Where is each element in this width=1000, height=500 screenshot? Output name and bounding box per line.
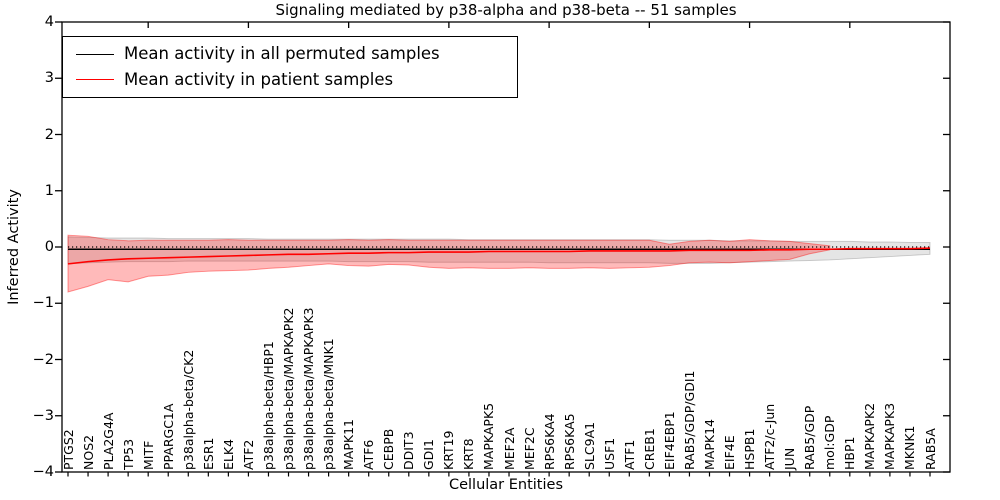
legend-line-sample-permuted — [76, 53, 114, 55]
x-tick-label: RAB5/GDP/GDI1 — [681, 370, 697, 470]
x-tick-label: ATF6 — [361, 439, 377, 470]
chart-title: Signaling mediated by p38-alpha and p38-… — [275, 1, 737, 19]
y-tick-label: −4 — [32, 464, 54, 480]
x-tick-label: KRT8 — [461, 438, 477, 470]
legend-item-patient: Mean activity in patient samples — [76, 69, 507, 90]
x-tick-label: TP53 — [120, 438, 136, 470]
legend-label-patient: Mean activity in patient samples — [124, 69, 394, 89]
x-tick-label: p38alpha-beta/CK2 — [180, 349, 196, 470]
y-tick-label: −2 — [32, 351, 54, 368]
x-tick-label: JUN — [782, 447, 798, 470]
series-line-patient — [67, 247, 931, 265]
x-tick-label: KRT19 — [441, 430, 457, 470]
x-tick-label: RAB5/GDP — [802, 405, 818, 470]
y-tick-label: −1 — [32, 295, 54, 312]
x-tick-label: CEBPB — [381, 428, 397, 470]
x-tick-label: GDI1 — [421, 439, 437, 470]
x-tick-label: ATF2 — [240, 439, 256, 470]
x-tick-label: MAPK11 — [341, 419, 357, 470]
x-tick-label: EIF4EBP1 — [661, 411, 677, 470]
legend-item-permuted: Mean activity in all permuted samples — [76, 43, 507, 64]
x-tick-label: p38alpha-beta/HBP1 — [260, 341, 276, 470]
x-tick-label: HBP1 — [842, 436, 858, 470]
x-tick-label: HSPB1 — [742, 428, 758, 470]
x-tick-label: ATF2/c-Jun — [762, 403, 778, 470]
legend-line-sample-patient — [76, 79, 114, 81]
x-tick-label: MAPKAPK3 — [882, 402, 898, 470]
x-axis-title: Cellular Entities — [448, 477, 564, 493]
x-tick-label: NOS2 — [80, 434, 96, 470]
x-tick-label: mol:GDP — [822, 415, 838, 470]
x-tick-label: MEF2C — [521, 427, 537, 470]
x-tick-label: ELK4 — [220, 438, 236, 470]
x-tick-label: USF1 — [601, 437, 617, 470]
x-tick-label: ESR1 — [200, 437, 216, 470]
x-tick-label: RAB5A — [922, 428, 938, 470]
x-tick-label: MITF — [140, 440, 156, 470]
x-tick-label: EIF4E — [722, 435, 738, 470]
y-tick-label: 0 — [44, 239, 54, 255]
x-tick-label: RPS6KA5 — [561, 413, 577, 470]
x-tick-label: DDIT3 — [401, 431, 417, 470]
y-tick-label: 4 — [44, 14, 54, 30]
x-tick-label: SLC9A1 — [581, 421, 597, 470]
y-tick-label: 1 — [44, 182, 54, 199]
x-tick-label: p38alpha-beta/MAPKAPK3 — [301, 307, 317, 471]
x-tick-label: MAPKAPK5 — [481, 402, 497, 470]
x-tick-label: p38alpha-beta/MNK1 — [321, 338, 337, 470]
legend-label-permuted: Mean activity in all permuted samples — [124, 43, 440, 63]
x-tick-label: MEF2A — [501, 427, 517, 470]
x-tick-label: CREB1 — [641, 428, 657, 470]
y-tick-label: −3 — [32, 407, 54, 424]
x-tick-label: MAPK14 — [701, 419, 717, 470]
y-tick-label: 3 — [44, 70, 54, 87]
x-tick-label: RPS6KA4 — [541, 413, 557, 470]
y-tick-label: 2 — [44, 126, 54, 143]
x-tick-label: ATF1 — [621, 439, 637, 470]
x-tick-label: MAPKAPK2 — [862, 402, 878, 470]
x-tick-label: PLA2G4A — [100, 412, 116, 470]
x-tick-label: MKNK1 — [902, 425, 918, 470]
legend: Mean activity in all permuted samples Me… — [62, 36, 518, 98]
band-permuted-samples-range — [67, 236, 931, 265]
x-tick-label: PPARGC1A — [160, 403, 176, 470]
x-tick-label: PTGS2 — [60, 429, 76, 470]
x-tick-label: p38alpha-beta/MAPKAPK2 — [281, 307, 296, 471]
